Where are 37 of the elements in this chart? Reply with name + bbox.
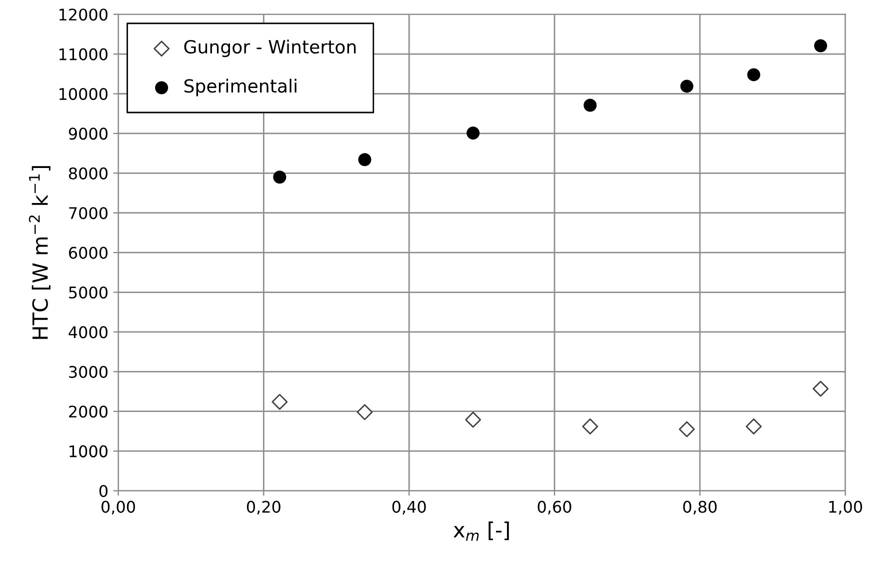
y-tick-label: 5000	[69, 286, 108, 299]
x-tick-label: 0,20	[246, 500, 280, 514]
y-tick-label: 11000	[59, 48, 108, 60]
point	[356, 404, 373, 420]
point	[746, 418, 762, 434]
point	[747, 68, 760, 82]
point	[582, 418, 598, 434]
legend-label: Sperimentali	[184, 78, 296, 96]
y-axis-title: HTC [W m$^{−2}$ k$^{−1}$]	[28, 166, 50, 339]
point	[358, 153, 372, 166]
x-axis-title: x$_{m}$ [-]	[454, 522, 509, 541]
point	[273, 170, 286, 184]
point	[466, 126, 480, 140]
y-tick-label: 4000	[68, 326, 108, 338]
x-tick-label: 0,40	[392, 500, 426, 514]
y-tick-label: 1000	[70, 445, 108, 458]
y-tick-label: 8000	[68, 167, 108, 180]
point	[465, 412, 482, 428]
y-tick-label: 2000	[69, 406, 108, 418]
y-tick-label: 10000	[59, 88, 108, 100]
point	[678, 421, 695, 438]
point	[814, 39, 828, 52]
x-tick-label: 0,60	[538, 500, 572, 514]
point	[812, 380, 829, 397]
y-tick-label: 7000	[69, 207, 108, 220]
x-tick-label: 1,00	[829, 500, 862, 514]
y-tick-label: 0	[99, 484, 108, 498]
x-tick-label: 0,00	[102, 500, 135, 514]
y-tick-label: 3000	[69, 366, 108, 378]
y-tick-label: 6000	[69, 246, 108, 259]
y-tick-label: 9000	[68, 128, 108, 140]
point	[584, 98, 597, 112]
x-tick-label: 0,80	[683, 500, 717, 514]
y-tick-label: 12000	[59, 8, 108, 21]
point	[272, 394, 288, 410]
point	[680, 80, 694, 93]
legend-label: Gungor - Winterton	[184, 40, 356, 58]
